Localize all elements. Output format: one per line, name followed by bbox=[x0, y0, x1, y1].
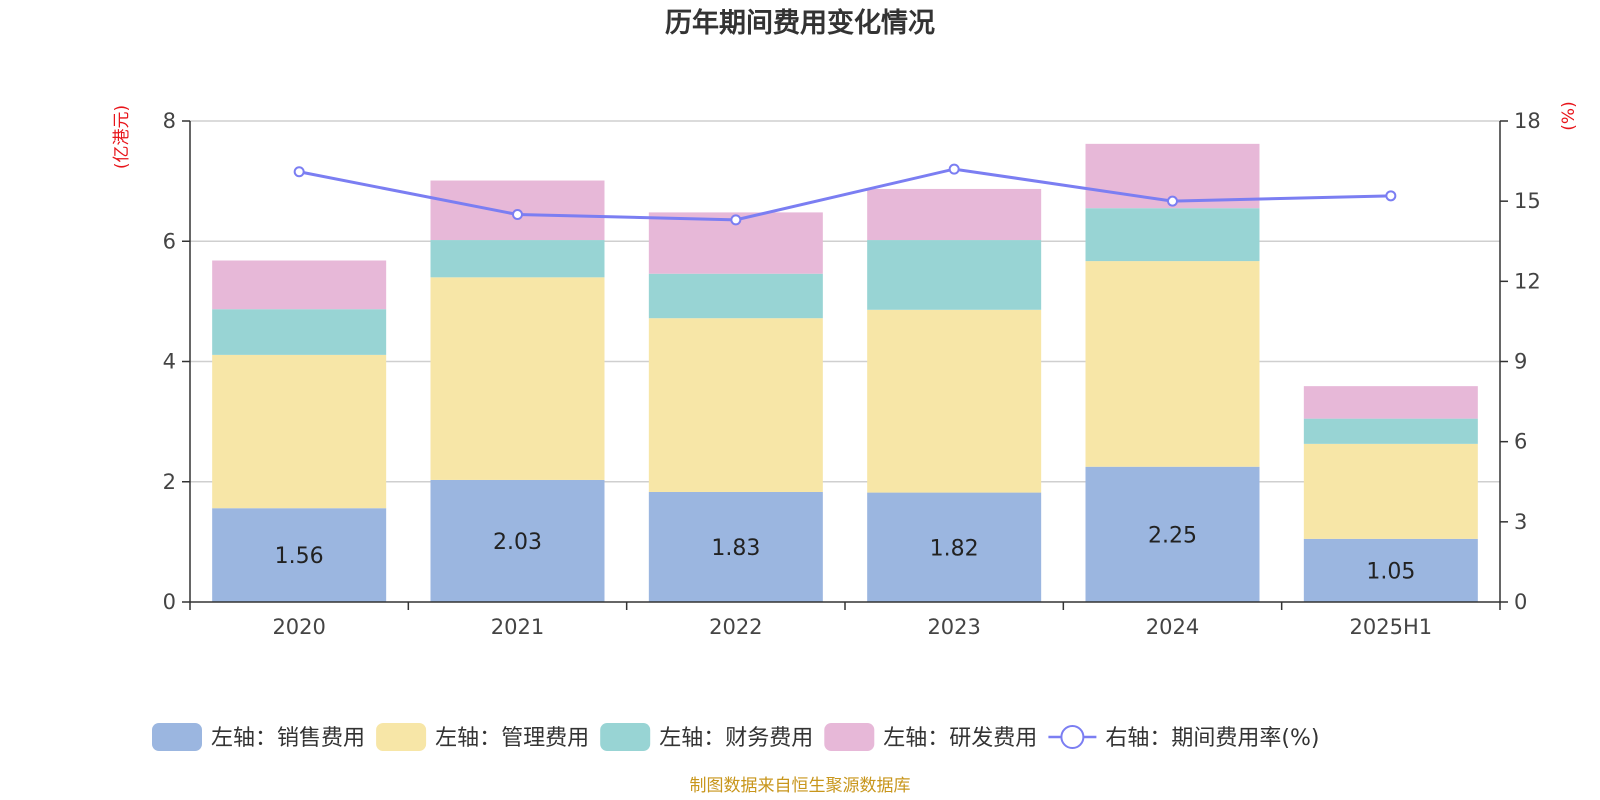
right-tick-label: 0 bbox=[1514, 590, 1527, 614]
legend-swatch bbox=[152, 723, 202, 751]
chart-title: 历年期间费用变化情况 bbox=[665, 7, 935, 39]
stacked-bars bbox=[212, 143, 1478, 602]
left-tick-label: 4 bbox=[163, 350, 176, 374]
right-axis-unit: (%) bbox=[1559, 101, 1579, 130]
bar-value-label: 2.25 bbox=[1148, 523, 1197, 548]
bar-segment bbox=[648, 273, 823, 319]
bar-segment bbox=[212, 508, 387, 602]
bar-segment bbox=[1303, 538, 1478, 602]
x-tick-label: 2025H1 bbox=[1350, 615, 1433, 639]
left-tick-label: 0 bbox=[163, 590, 176, 614]
legend-line-marker bbox=[1060, 725, 1085, 749]
x-tick-label: 2023 bbox=[927, 615, 980, 639]
bar-segment bbox=[430, 479, 605, 602]
bar-segment bbox=[867, 240, 1042, 310]
bar-segment bbox=[430, 277, 605, 480]
legend-label: 右轴：期间费用率(%) bbox=[1105, 726, 1319, 751]
legend-swatch bbox=[600, 723, 651, 751]
rate-point bbox=[1385, 190, 1397, 202]
legend-swatch bbox=[376, 723, 427, 751]
bar-segment bbox=[1303, 418, 1478, 444]
legend-label: 左轴：管理费用 bbox=[435, 726, 589, 751]
x-tick-label: 2024 bbox=[1146, 615, 1199, 639]
rate-point bbox=[948, 163, 960, 175]
legend-label: 左轴：财务费用 bbox=[659, 726, 813, 751]
bar-segment bbox=[867, 492, 1042, 602]
bar-segment bbox=[212, 309, 387, 355]
bar-segment bbox=[867, 188, 1042, 241]
bar-value-label: 2.03 bbox=[493, 530, 542, 555]
x-tick-label: 2020 bbox=[272, 615, 325, 639]
bar-value-label: 1.83 bbox=[711, 536, 760, 561]
bar-segment bbox=[648, 318, 823, 492]
right-tick-label: 12 bbox=[1514, 269, 1541, 293]
bar-value-label: 1.56 bbox=[275, 544, 324, 569]
x-tick-label: 2022 bbox=[709, 615, 762, 639]
x-tick-label: 2021 bbox=[491, 615, 544, 639]
right-tick-label: 18 bbox=[1514, 109, 1541, 133]
rate-line-path bbox=[298, 167, 1391, 222]
bar-segment bbox=[212, 260, 387, 310]
bar-value-label: 1.82 bbox=[930, 536, 979, 561]
right-tick-label: 3 bbox=[1514, 510, 1527, 534]
legend-label: 左轴：研发费用 bbox=[883, 726, 1037, 751]
rate-point bbox=[293, 166, 305, 178]
left-axis-unit: (亿港元) bbox=[112, 105, 132, 169]
bar-segment bbox=[212, 354, 387, 509]
bar-segment bbox=[1085, 261, 1260, 467]
legend-swatch bbox=[824, 723, 875, 751]
source-note: 制图数据来自恒生聚源数据库 bbox=[690, 776, 911, 796]
right-tick-label: 6 bbox=[1514, 430, 1527, 454]
legend-label: 左轴：销售费用 bbox=[211, 726, 365, 751]
bar-labels: 1.56 2.03 1.83 1.82 2.25 1.05 bbox=[275, 523, 1416, 584]
bar-value-label: 1.05 bbox=[1366, 559, 1415, 584]
rate-point bbox=[1167, 195, 1178, 207]
bar-segment bbox=[1085, 466, 1260, 602]
right-tick-label: 15 bbox=[1514, 189, 1541, 213]
right-tick-label: 9 bbox=[1514, 350, 1527, 374]
rate-line bbox=[293, 163, 1397, 226]
left-tick-label: 8 bbox=[163, 109, 176, 133]
rate-point bbox=[512, 209, 523, 221]
left-tick-label: 2 bbox=[163, 470, 176, 494]
rate-point bbox=[730, 214, 742, 226]
bar-segment bbox=[1085, 208, 1260, 262]
bar-segment bbox=[867, 309, 1042, 493]
bar-segment bbox=[1303, 443, 1478, 539]
bar-segment bbox=[1303, 386, 1478, 419]
legend: 左轴：销售费用 左轴：管理费用 左轴：财务费用 左轴：研发费用 右轴：期间费用率(%) bbox=[152, 723, 1319, 751]
axes: 0 2 4 6 8 0 3 6 9 12 15 18 2020 2021 2022 2023 2024 2025H… bbox=[163, 109, 1541, 639]
bar-segment bbox=[430, 240, 605, 278]
bar-segment bbox=[648, 491, 823, 602]
left-tick-label: 6 bbox=[163, 229, 176, 253]
grid-lines bbox=[190, 120, 1500, 483]
